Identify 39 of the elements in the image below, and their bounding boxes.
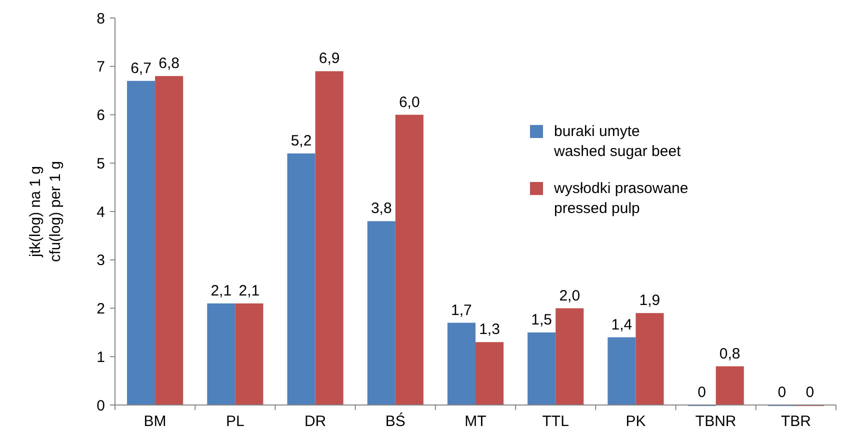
y-tick-label: 3 <box>96 252 105 270</box>
y-tick-label: 8 <box>96 10 105 28</box>
data-label: 0 <box>698 384 706 401</box>
x-tick-label: PL <box>226 413 244 430</box>
data-label: 1,3 <box>479 321 500 338</box>
y-tick-label: 0 <box>96 397 105 414</box>
legend-label: buraki umyte washed sugar beet <box>553 123 682 160</box>
data-label: 0,8 <box>719 345 740 362</box>
x-tick-label: TBR <box>780 413 812 430</box>
x-tick-label: TTL <box>542 413 569 430</box>
data-label: 6,8 <box>158 55 180 72</box>
data-label: 2,1 <box>210 282 232 300</box>
data-label: 1,4 <box>611 316 632 334</box>
data-label: 1,9 <box>639 292 660 310</box>
data-label: 5,2 <box>290 132 312 150</box>
data-label: 1,7 <box>451 302 472 319</box>
x-tick-label: DR <box>304 413 326 430</box>
data-label: 2,0 <box>559 287 580 304</box>
data-label: 2,1 <box>238 282 260 300</box>
x-tick-label: PK <box>626 413 646 430</box>
data-label: 3,8 <box>370 200 392 218</box>
x-tick-label: MT <box>464 413 486 430</box>
y-tick-label: 5 <box>96 155 105 172</box>
data-label: 0 <box>778 384 786 401</box>
data-label: 6,9 <box>318 50 340 68</box>
y-tick-label: 2 <box>96 300 105 318</box>
data-label: 6,7 <box>130 60 152 77</box>
data-label: 6,0 <box>398 94 420 111</box>
x-tick-label: TBNR <box>695 413 736 430</box>
y-axis-title: jtk(log) na 1 g cfu(log) per 1 g <box>27 161 64 262</box>
y-tick-label: 1 <box>96 348 105 366</box>
x-tick-label: BŚ <box>385 412 406 430</box>
y-tick-label: 6 <box>96 107 105 124</box>
data-label: 0 <box>806 384 814 401</box>
legend-label: wysłodki prasowane pressed pulp <box>553 180 688 217</box>
data-label: 1,5 <box>531 311 552 328</box>
y-tick-label: 7 <box>96 58 105 76</box>
y-tick-label: 4 <box>96 204 105 221</box>
x-tick-label: BM <box>144 413 166 430</box>
